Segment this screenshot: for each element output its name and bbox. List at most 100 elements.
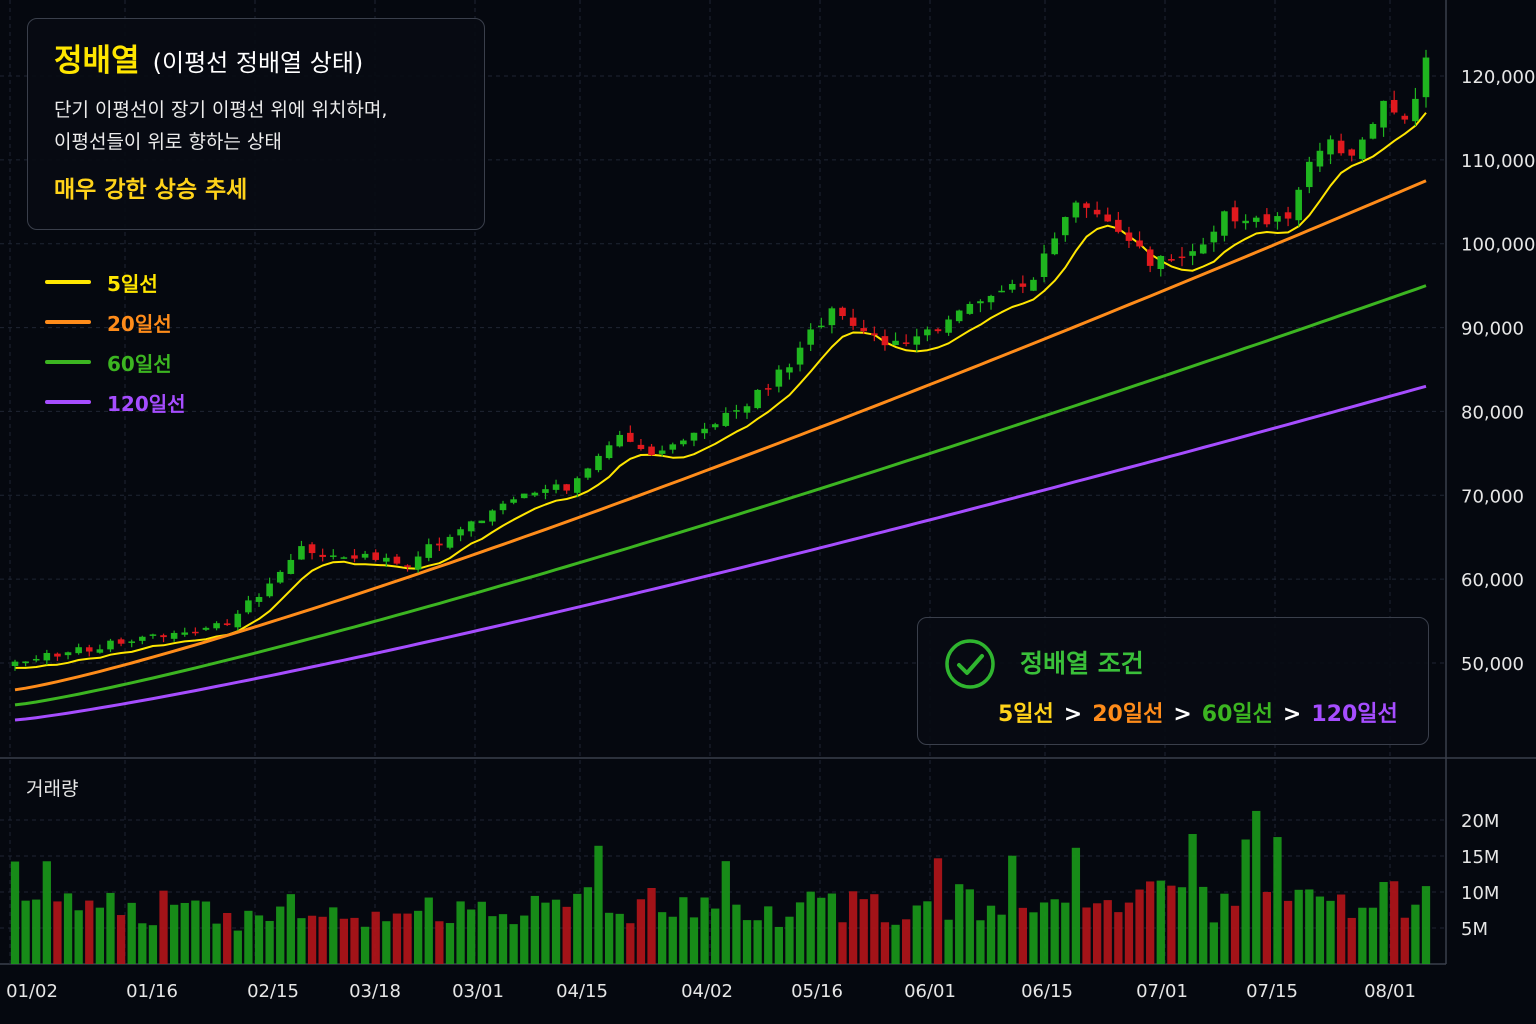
volume-bar [435,921,444,964]
price-tick-label: 110,000 [1461,151,1535,172]
candle-body [1115,219,1122,232]
candle-body [117,639,125,644]
candle-body [1210,231,1218,243]
candle-body [202,627,210,630]
candle-body [361,553,369,558]
volume-bar [1135,889,1144,964]
volume-bar [1336,894,1346,964]
volume-bar [1400,917,1409,964]
candle-body [446,536,454,548]
axes: 50,000 60,000 70,000 80,000 90,000 100,000 110… [6,67,1535,1002]
volume-bar [626,923,635,964]
candle-body [1051,238,1058,255]
candle-body [287,559,295,574]
candle-body [828,308,836,326]
candle-body [223,623,231,626]
condition-title: 정배열 조건 [1020,649,1144,678]
candle-body [754,389,761,409]
candle-body [457,529,464,536]
candle-body [860,328,868,332]
candle-body [11,661,19,667]
volume-bar [689,917,699,964]
candle-body [945,319,952,333]
candle-body [1369,123,1377,139]
volume-bar [1368,907,1378,964]
candle-body [149,634,157,636]
candle-body [1019,283,1027,287]
candle-body [510,499,517,503]
candle-body [892,340,899,346]
candle-body [764,388,772,390]
condition-separator: > [1282,702,1302,727]
candle-body [913,336,921,345]
volume-bars [10,810,1431,964]
info-box: 정배열 (이평선 정배열 상태) 단기 이평선이 장기 이평선 위에 위치하며,… [27,18,485,230]
price-tick-label: 60,000 [1461,570,1524,591]
volume-bar [795,902,805,964]
volume-bar [1262,891,1272,964]
volume-bar [817,897,826,964]
candle-body [520,493,528,499]
candle-body [542,489,549,493]
volume-bar [1220,893,1229,964]
volume-bar [520,915,529,964]
description-line-1: 단기 이평선이 장기 이평선 위에 위치하며, [54,99,388,121]
volume-bar [21,900,30,964]
volume-bar [127,902,136,964]
ma-line-20일선 [14,179,1427,692]
volume-bar [764,906,773,964]
volume-bar [180,902,189,964]
candle-body [616,434,624,447]
candle-body [266,583,273,597]
candle-body [404,565,411,567]
date-tick-label: 06/15 [1021,981,1073,1002]
candle-body [605,445,613,459]
candle-body [1295,189,1302,221]
volume-bar [53,901,62,964]
candle-body [1316,150,1324,167]
volume-bar [1156,880,1165,964]
candle-body [1274,216,1281,222]
volume-bar [318,916,327,964]
candle-body [1263,214,1271,225]
candle-body [849,317,857,326]
volume-bar [488,916,497,964]
volume-bar [32,899,41,964]
volume-bar [732,904,741,964]
volume-bar [1177,887,1187,964]
volume-bar [551,899,561,964]
volume-bar [636,899,646,964]
volume-bar [986,905,996,964]
volume-bar [1103,900,1112,964]
volume-tick-label: 20M [1461,811,1499,832]
volume-bar [1358,907,1367,964]
volume-bar [392,913,402,964]
volume-bar [382,921,391,964]
volume-bar [371,911,380,964]
ma-legend: 5일선 20일선 60일선 120일선 [45,262,186,422]
candle-body [648,446,655,456]
candle-body [1157,255,1165,270]
volume-bar [859,899,868,964]
candle-body [308,544,316,554]
volume-bar [562,906,571,964]
volume-bar [138,923,147,964]
candle-body [1390,99,1398,113]
candle-body [1284,212,1292,219]
volume-bar [923,901,932,964]
candle-body [54,653,61,657]
volume-bar [742,920,752,964]
candle-body [1401,115,1409,120]
volume-bar [615,913,624,964]
candle-body [1412,98,1419,122]
volume-bar [456,901,465,964]
legend-item-ma20: 20일선 [45,302,186,342]
candle-body [1337,140,1345,154]
candle-body [987,295,995,303]
volume-bar [1029,912,1038,964]
volume-bar [1209,922,1218,964]
candle-body [796,347,804,365]
candle-body [298,546,305,560]
volume-bar [944,919,953,964]
candle-body [563,484,570,491]
